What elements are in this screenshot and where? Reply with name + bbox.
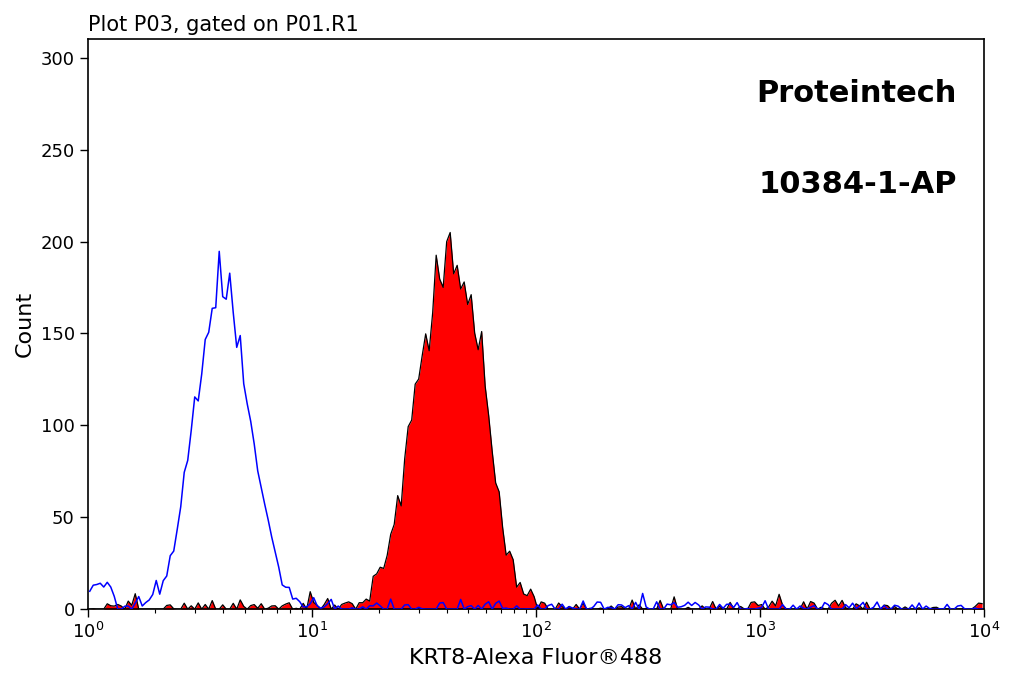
Text: Proteintech: Proteintech — [756, 79, 957, 108]
Text: Plot P03, gated on P01.R1: Plot P03, gated on P01.R1 — [88, 15, 358, 35]
Y-axis label: Count: Count — [15, 291, 35, 357]
Text: 10384-1-AP: 10384-1-AP — [758, 170, 957, 199]
X-axis label: KRT8-Alexa Fluor®488: KRT8-Alexa Fluor®488 — [409, 648, 663, 668]
